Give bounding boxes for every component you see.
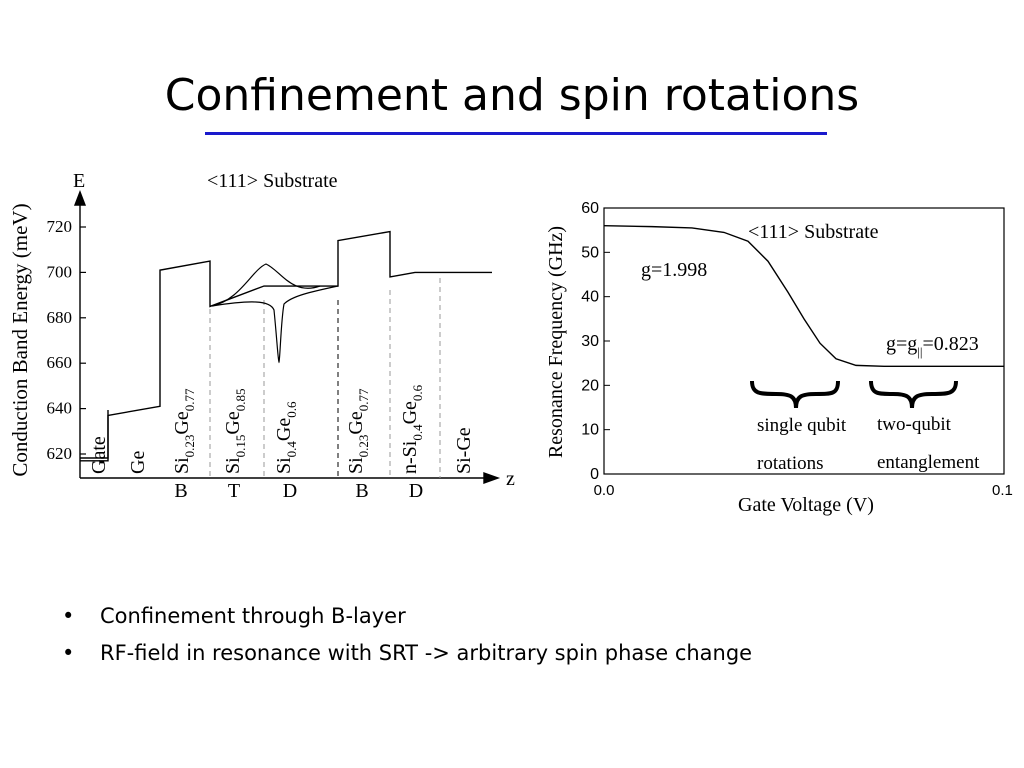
band-y-tick-label: 640 [47, 399, 73, 418]
single-qubit-label-line1: single qubit [757, 415, 847, 436]
bullet-list: • Confinement through B-layer • RF-field i… [58, 600, 752, 674]
layer-role-label: D [409, 480, 423, 502]
svg-text:Si-Ge: Si-Ge [453, 427, 475, 474]
res-y-tick-label: 10 [581, 422, 599, 439]
g-low-label: g=1.998 [641, 259, 707, 281]
single-qubit-label-line2: rotations [757, 453, 824, 474]
svg-text:Si0.15Ge0.85: Si0.15Ge0.85 [222, 388, 248, 474]
res-x-tick-label: 0.0 [594, 482, 615, 499]
res-y-tick-label: 20 [581, 377, 599, 394]
g-high-label: g=g||=0.823 [886, 333, 979, 359]
layer-label: Si0.23Ge0.77 [345, 388, 371, 474]
res-y-tick-label: 50 [581, 244, 599, 261]
bullet-dot: • [62, 641, 75, 665]
res-y-tick-label: 30 [581, 333, 599, 350]
two-qubit-label-line1: two-qubit [877, 414, 952, 435]
bullet-text: Confinement through B-layer [100, 604, 406, 628]
svg-text:Si0.23Ge0.77: Si0.23Ge0.77 [345, 388, 371, 474]
layer-role-label: B [174, 480, 187, 502]
layer-label: n-Si0.4Ge0.6 [399, 384, 425, 474]
band-edge-line [80, 230, 492, 462]
band-y-tick-label: 660 [47, 353, 73, 372]
bullet-text: RF-field in resonance with SRT -> arbitr… [100, 641, 753, 665]
band-y-tick-label: 700 [47, 262, 73, 281]
layer-label: Ge [127, 451, 149, 474]
layer-label: Si0.15Ge0.85 [222, 388, 248, 474]
res-y-tick-label: 0 [590, 466, 599, 483]
band-y-axis-label: Conduction Band Energy (meV) [8, 203, 32, 476]
band-y-tick-label: 720 [47, 217, 73, 236]
resonance-curve [603, 225, 1004, 367]
svg-text:Si0.4Ge0.6: Si0.4Ge0.6 [273, 401, 299, 474]
bullet-item: • RF-field in resonance with SRT -> arbit… [58, 637, 752, 674]
band-x-axis-label: z [506, 468, 515, 490]
svg-text:Gate: Gate [88, 436, 110, 474]
layer-label: Si-Ge [453, 427, 475, 474]
band-y-tick-label: 680 [47, 308, 73, 327]
layer-label: Si0.4Ge0.6 [273, 401, 299, 474]
band-y-axis-top-label: E [73, 170, 85, 192]
gate-step [80, 410, 109, 459]
res-y-tick-label: 60 [581, 200, 599, 217]
two-qubit-label-line2: entanglement [877, 452, 980, 473]
res-x-axis-label: Gate Voltage (V) [738, 494, 874, 516]
res-y-tick-label: 40 [581, 289, 599, 306]
band-y-axis-arrow [73, 190, 87, 206]
svg-text:n-Si0.4Ge0.6: n-Si0.4Ge0.6 [399, 384, 425, 474]
bullet-item: • Confinement through B-layer [58, 600, 752, 637]
title-underline [205, 132, 827, 135]
band-x-axis-arrow [483, 472, 501, 484]
bullet-dot: • [62, 604, 75, 628]
slide-title: Confinement and spin rotations [164, 70, 860, 121]
layer-role-label: B [355, 480, 368, 502]
layer-role-label: D [283, 480, 297, 502]
layer-label: Si0.23Ge0.77 [171, 388, 197, 474]
res-substrate-annotation: <111> Substrate [748, 221, 879, 243]
svg-text:Ge: Ge [127, 451, 149, 474]
svg-text:Si0.23Ge0.77: Si0.23Ge0.77 [171, 388, 197, 474]
res-y-axis-label: Resonance Frequency (GHz) [545, 226, 567, 458]
single-qubit-bracket [750, 380, 840, 409]
band-y-tick-label: 620 [47, 444, 73, 463]
layer-role-label: T [228, 480, 240, 502]
bound-state-peak [211, 263, 321, 307]
layer-label: Gate [88, 436, 110, 474]
bound-state-dip [211, 285, 339, 364]
two-qubit-bracket [869, 380, 958, 409]
band-substrate-annotation: <111> Substrate [207, 170, 338, 192]
res-x-tick-label: 0.1 [992, 482, 1013, 499]
